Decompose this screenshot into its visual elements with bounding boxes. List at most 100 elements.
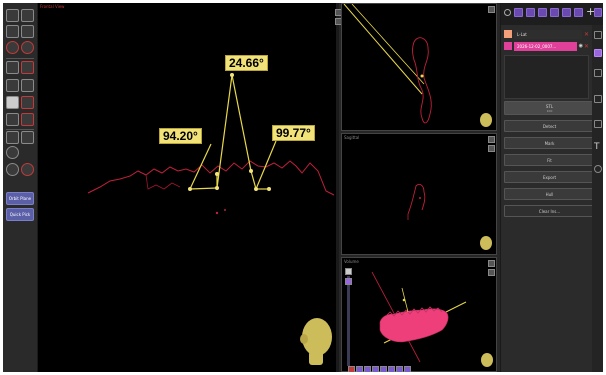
- head-orientation-icon[interactable]: [481, 353, 493, 367]
- dental-contour: [87, 160, 335, 196]
- palette-icon[interactable]: [594, 165, 602, 173]
- pin-icon[interactable]: [21, 113, 34, 126]
- head-orientation-icon[interactable]: [480, 113, 492, 127]
- arrow-right-icon[interactable]: [21, 79, 34, 92]
- quick-pick-button[interactable]: Quick Pick: [6, 208, 34, 221]
- view-preset-icon[interactable]: [380, 366, 387, 372]
- orbit-plane-button[interactable]: Orbit Plane: [6, 192, 34, 205]
- action-button[interactable]: Export: [504, 171, 595, 183]
- tooth-icon[interactable]: [504, 9, 511, 16]
- camera-icon[interactable]: [21, 61, 34, 74]
- layers-icon[interactable]: [594, 49, 602, 57]
- delete-layer-icon[interactable]: ✕: [583, 30, 589, 38]
- head-orientation-icon[interactable]: [300, 318, 332, 365]
- panel-tool-icon[interactable]: [574, 8, 583, 17]
- undo-icon[interactable]: [6, 41, 19, 54]
- angle-lines: [189, 74, 277, 190]
- view-preset-icon[interactable]: [404, 366, 411, 372]
- view-preset-icon[interactable]: [396, 366, 403, 372]
- layer-row[interactable]: 2026-12-02_0007... ◉ ✕: [504, 41, 589, 51]
- view-preset-icon[interactable]: [356, 366, 363, 372]
- volume-toolbar: [348, 366, 411, 372]
- layer-name: L-Lat: [514, 29, 582, 39]
- main-3d-viewport[interactable]: Frontal View: [38, 3, 338, 372]
- layer-color-swatch[interactable]: [504, 42, 512, 50]
- action-button[interactable]: Mark: [504, 137, 595, 149]
- panel-tool-icon[interactable]: [594, 8, 602, 17]
- redo-icon[interactable]: [21, 41, 34, 54]
- volume-label: Volume: [344, 259, 359, 264]
- add-icon[interactable]: +: [586, 5, 596, 18]
- panel-tool-icon[interactable]: [550, 8, 559, 17]
- new-project-icon[interactable]: [6, 9, 19, 22]
- action-button[interactable]: Detect: [504, 120, 595, 132]
- angle-points[interactable]: [188, 73, 271, 191]
- axial-view[interactable]: [341, 3, 497, 131]
- action-button[interactable]: Fit: [504, 154, 595, 166]
- angle-label-right[interactable]: 99.77°: [272, 125, 315, 141]
- view-preset-icon[interactable]: [388, 366, 395, 372]
- close-view-icon[interactable]: [488, 145, 495, 152]
- left-toolbar: Orbit Plane Quick Pick: [3, 3, 38, 372]
- sagittal-view[interactable]: Sagittal: [341, 133, 497, 255]
- layer-color-swatch[interactable]: [504, 30, 512, 38]
- measurement-overlay: [87, 73, 335, 365]
- dental-contour-lower: [145, 174, 181, 190]
- panel-tool-icon[interactable]: [526, 8, 535, 17]
- pen-edit-icon[interactable]: [21, 131, 34, 144]
- panel-tool-icon[interactable]: [562, 8, 571, 17]
- view-preset-icon[interactable]: [372, 366, 379, 372]
- sagittal-overlay: [407, 183, 492, 250]
- settings-gear-icon[interactable]: [21, 163, 34, 176]
- close-view-icon[interactable]: [488, 269, 495, 276]
- volume-view[interactable]: Volume: [341, 257, 497, 372]
- slider-handle-icon[interactable]: [345, 268, 352, 275]
- document-icon[interactable]: [594, 120, 602, 128]
- head-orientation-icon[interactable]: [480, 236, 492, 250]
- calendar-icon[interactable]: [6, 61, 19, 74]
- panel-tool-icon[interactable]: [538, 8, 547, 17]
- home-icon[interactable]: [6, 113, 19, 126]
- toolbar-divider: [6, 129, 34, 130]
- right-panel: + L-Lat ✕ 2026-12-02_0007... ◉ ✕ STL 100…: [500, 3, 603, 372]
- delete-layer-icon[interactable]: ✕: [583, 42, 589, 50]
- volume-slider-track[interactable]: [347, 276, 350, 366]
- arrow-left-icon[interactable]: [6, 79, 19, 92]
- layer-row[interactable]: L-Lat ✕: [504, 29, 589, 39]
- view-preset-icon[interactable]: [364, 366, 371, 372]
- export-icon[interactable]: [21, 25, 34, 38]
- stl-label: STL: [545, 103, 554, 109]
- angle-label-left[interactable]: 94.20°: [159, 128, 202, 144]
- tooth-icon[interactable]: [594, 31, 602, 39]
- tools-icon[interactable]: [594, 95, 602, 103]
- stl-button[interactable]: STL 100: [504, 101, 595, 115]
- action-button[interactable]: Clear Ins...: [504, 205, 595, 217]
- text-tool-icon[interactable]: T: [594, 142, 600, 152]
- maximize-icon[interactable]: [488, 136, 495, 143]
- axial-overlay: [343, 4, 492, 127]
- volume-overlay: [371, 271, 493, 367]
- toolbar-divider: [6, 58, 34, 59]
- sagittal-label: Sagittal: [344, 135, 360, 140]
- action-button[interactable]: Hull: [504, 188, 595, 200]
- jaw-model: [379, 308, 449, 343]
- viewport-splitter[interactable]: [336, 3, 339, 372]
- panel-tool-icon[interactable]: [514, 8, 523, 17]
- open-folder-icon[interactable]: [21, 9, 34, 22]
- help-icon[interactable]: [6, 163, 19, 176]
- save-icon[interactable]: [6, 25, 19, 38]
- grid-icon[interactable]: [594, 69, 602, 77]
- visibility-eye-icon[interactable]: ◉: [578, 43, 583, 49]
- stl-sub-label: 100: [546, 108, 553, 113]
- angle-label-top[interactable]: 24.66°: [225, 55, 268, 71]
- maximize-icon[interactable]: [488, 260, 495, 267]
- info-icon[interactable]: [6, 146, 19, 159]
- record-icon[interactable]: [348, 366, 355, 372]
- slider-handle-icon[interactable]: [345, 278, 352, 285]
- main-view-label: Frontal View: [40, 4, 65, 9]
- layout-icon[interactable]: [6, 96, 19, 109]
- curve-icon[interactable]: [21, 96, 34, 109]
- panel-side-strip: T: [592, 25, 603, 372]
- maximize-icon[interactable]: [488, 6, 495, 13]
- pen-icon[interactable]: [6, 131, 19, 144]
